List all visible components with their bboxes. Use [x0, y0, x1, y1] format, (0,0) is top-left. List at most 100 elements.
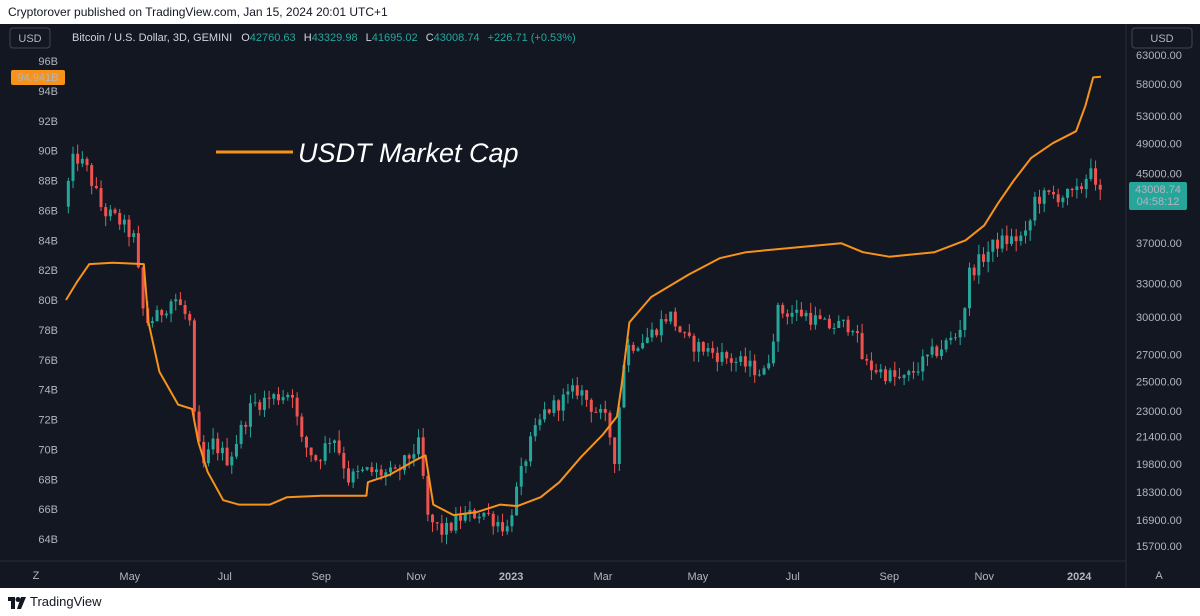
candle-body: [487, 512, 491, 514]
candle-body: [473, 510, 477, 519]
candle-body: [276, 394, 280, 401]
right-axis[interactable]: 63000.00 58000.00 53000.00 49000.00 45000.00…: [1136, 50, 1182, 553]
candle-body: [594, 411, 598, 413]
right-currency-button[interactable]: [1131, 27, 1193, 49]
candle-body: [874, 370, 878, 373]
high-value: 43329.98: [312, 32, 358, 44]
candle-body: [1038, 196, 1042, 204]
candle-body: [571, 385, 575, 392]
candle-body: [76, 153, 80, 164]
candle-body: [342, 452, 346, 469]
candle-body: [314, 455, 318, 461]
candle-body: [85, 158, 89, 166]
usdt-current-value: 94.941B: [18, 72, 59, 84]
candle-body: [491, 513, 495, 527]
candle-body: [1028, 220, 1032, 231]
candle-body: [286, 394, 290, 398]
candle-body: [683, 332, 687, 334]
candle-body: [440, 523, 444, 535]
candle-body: [435, 522, 439, 524]
right-tick-label: 21400.00: [1136, 431, 1182, 443]
candle-body: [650, 329, 654, 338]
candle-body: [248, 403, 252, 427]
candle-body: [384, 472, 388, 476]
candle-body: [986, 251, 990, 262]
right-tick-label: 16900.00: [1136, 515, 1182, 527]
candle-body: [356, 470, 360, 472]
candle-body: [192, 320, 196, 412]
tradingview-logo[interactable]: TradingView: [8, 594, 102, 609]
left-tick-label: 94B: [38, 86, 58, 98]
candle-body: [991, 239, 995, 252]
candle-body: [1014, 236, 1018, 242]
candle-body: [641, 342, 645, 349]
candle-body: [258, 402, 262, 410]
candle-body: [160, 310, 164, 316]
candle-body: [706, 348, 710, 352]
change-value: +226.71 (+0.53%): [488, 32, 576, 44]
candle-body: [743, 356, 747, 367]
candle-body: [220, 447, 224, 454]
candle-body: [365, 467, 369, 470]
right-tick-label: 30000.00: [1136, 312, 1182, 324]
candle-body: [328, 442, 332, 444]
candle-body: [449, 522, 453, 531]
zoom-button[interactable]: Z: [33, 570, 40, 582]
candle-body: [897, 376, 901, 378]
open-label: O: [241, 32, 250, 44]
price-chart[interactable]: 96B 94B 92B 90B 88B 86B 84B 82B 80B 78B 76B 74B 72B 7…: [0, 24, 1200, 588]
footer: TradingView: [0, 588, 1200, 616]
candle-body: [108, 209, 112, 217]
right-tick-label: 18300.00: [1136, 487, 1182, 499]
candle-body: [767, 363, 771, 369]
usdt-market-cap-line: [65, 75, 1102, 517]
right-tick-label: 53000.00: [1136, 111, 1182, 123]
time-axis[interactable]: May Jul Sep Nov 2023 Mar May Jul Sep Nov 2024: [119, 571, 1092, 583]
chart-area[interactable]: 96B 94B 92B 90B 88B 86B 84B 82B 80B 78B 76B 74B 72B 7…: [0, 24, 1200, 588]
candle-body: [893, 370, 897, 377]
time-tick-label: Jul: [218, 571, 232, 583]
candle-body: [734, 361, 738, 363]
left-currency-button[interactable]: [9, 27, 51, 49]
left-tick-label: 92B: [38, 116, 58, 128]
candle-body: [136, 233, 140, 268]
candle-body: [972, 267, 976, 276]
candle-body: [949, 337, 953, 341]
candle-body: [118, 212, 122, 225]
candle-body: [477, 516, 481, 519]
candle-body: [543, 409, 547, 420]
candle-body: [692, 335, 696, 352]
candle-body: [547, 409, 551, 414]
candle-body: [197, 411, 201, 442]
candle-body: [393, 467, 397, 469]
time-tick-label: May: [119, 571, 140, 583]
candle-body: [930, 346, 934, 355]
publish-header: Cryptorover published on TradingView.com…: [0, 0, 1200, 24]
candle-body: [636, 348, 640, 351]
candle-body: [529, 436, 533, 462]
time-tick-label: 2023: [499, 571, 523, 583]
candle-body: [664, 319, 668, 322]
candle-body: [1075, 186, 1079, 191]
low-label: L: [366, 32, 372, 44]
time-tick-label: Jul: [786, 571, 800, 583]
auto-scale-button[interactable]: A: [1155, 570, 1163, 582]
candle-body: [505, 526, 509, 532]
candle-body: [1056, 194, 1060, 203]
candle-body: [1070, 188, 1074, 191]
candle-body: [818, 315, 822, 320]
right-tick-label: 19800.00: [1136, 459, 1182, 471]
candle-body: [510, 515, 514, 527]
time-tick-label: Nov: [406, 571, 426, 583]
candle-body: [407, 455, 411, 459]
left-tick-label: 72B: [38, 415, 58, 427]
candle-body: [963, 308, 967, 330]
tradingview-label: TradingView: [30, 594, 102, 609]
candle-body: [809, 312, 813, 325]
candle-body: [589, 399, 593, 412]
left-axis[interactable]: 96B 94B 92B 90B 88B 86B 84B 82B 80B 78B 76B 74B 72B 7…: [38, 56, 58, 546]
left-tick-label: 88B: [38, 176, 58, 188]
low-value: 41695.02: [372, 32, 418, 44]
time-tick-label: Nov: [974, 571, 994, 583]
candle-body: [566, 391, 570, 395]
